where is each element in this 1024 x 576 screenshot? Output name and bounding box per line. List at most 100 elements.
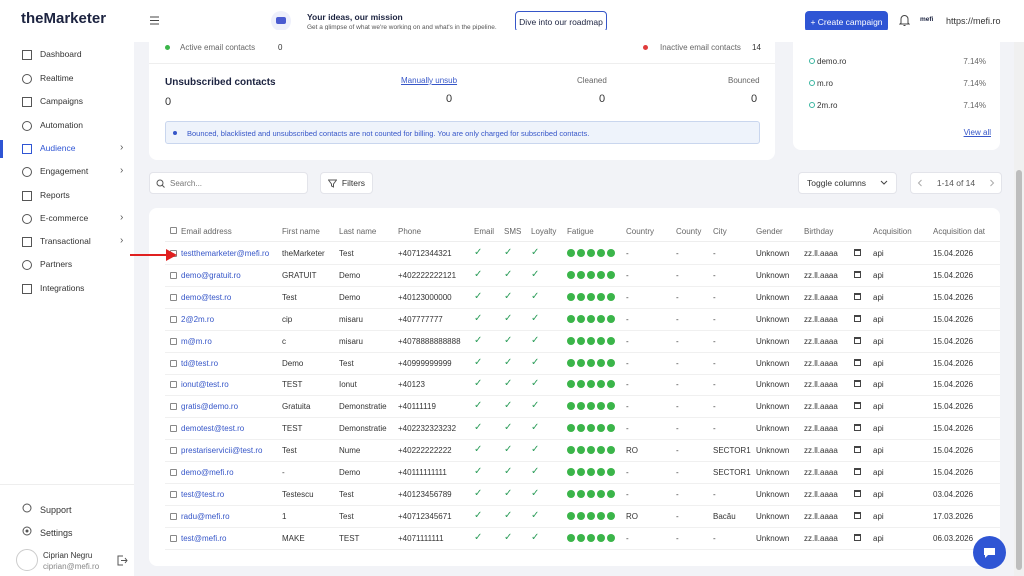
notifications[interactable]: [899, 14, 910, 27]
cell: -: [713, 402, 716, 412]
nav-item[interactable]: Integrations: [40, 283, 85, 293]
nav-item[interactable]: E-commerce: [40, 213, 89, 223]
calendar-icon[interactable]: [854, 336, 861, 344]
nav-item[interactable]: Automation: [40, 120, 83, 130]
nav-icon: [22, 121, 32, 131]
email-link[interactable]: test@mefi.ro: [181, 533, 227, 543]
email-link[interactable]: ionut@test.ro: [181, 380, 229, 390]
logout-icon[interactable]: [117, 555, 128, 566]
nav-item[interactable]: Campaigns: [40, 96, 83, 106]
cell: api: [873, 292, 884, 302]
calendar-icon[interactable]: [854, 358, 861, 366]
calendar-icon[interactable]: [854, 489, 861, 497]
row-checkbox[interactable]: [170, 315, 177, 323]
row-checkbox[interactable]: [170, 490, 177, 498]
email-link[interactable]: testthemarketer@mefi.ro: [181, 249, 270, 258]
fatigue-dot: [567, 336, 575, 345]
email-link[interactable]: demo@test.ro: [181, 292, 232, 302]
row-checkbox[interactable]: [170, 381, 177, 389]
toggle-columns[interactable]: Toggle columns: [798, 172, 897, 194]
cell: Test: [339, 249, 354, 258]
cell: Unknown: [756, 489, 790, 499]
calendar-icon[interactable]: [854, 314, 861, 322]
cleaned-label: Cleaned: [577, 76, 607, 85]
calendar-icon[interactable]: [854, 292, 861, 300]
cell: 15.04.2026: [933, 249, 974, 258]
create-campaign[interactable]: + Create campaign: [805, 11, 888, 32]
domain-name: m.ro: [817, 79, 833, 88]
email-link[interactable]: test@test.ro: [181, 489, 225, 499]
row-checkbox[interactable]: [170, 447, 177, 455]
cell: api: [873, 402, 884, 412]
info-box: Bounced, blacklisted and unsubscribed co…: [165, 121, 760, 144]
fatigue-dot: [607, 533, 615, 542]
nav-item[interactable]: Realtime: [40, 73, 74, 83]
nav-item[interactable]: Dashboard: [40, 49, 82, 59]
calendar-icon[interactable]: [854, 380, 861, 388]
cell: -: [626, 533, 629, 543]
calendar-icon[interactable]: [854, 468, 861, 475]
nav-chevron: ›: [120, 165, 124, 176]
nav-item[interactable]: Reports: [40, 190, 70, 200]
column-header: Loyalty: [531, 227, 557, 236]
calendar-icon[interactable]: [854, 511, 861, 519]
email-link[interactable]: demo@mefi.ro: [181, 468, 234, 477]
nav-item[interactable]: Transactional: [40, 236, 91, 246]
cell: Unknown: [756, 292, 790, 302]
row-checkbox[interactable]: [170, 534, 177, 542]
fatigue-dot: [597, 314, 605, 323]
column-header: Birthday: [804, 227, 834, 236]
email-link[interactable]: radu@mefi.ro: [181, 511, 230, 521]
nav-item[interactable]: Audience: [40, 143, 76, 153]
calendar-icon[interactable]: [854, 446, 861, 454]
check-icon: ✓: [531, 268, 540, 280]
fatigue-dot: [607, 446, 615, 455]
email-link[interactable]: td@test.ro: [181, 358, 219, 368]
chat-button[interactable]: [973, 536, 1006, 569]
nav-item[interactable]: Partners: [40, 259, 73, 269]
row-checkbox[interactable]: [170, 271, 177, 279]
manual-label[interactable]: Manually unsub: [401, 76, 458, 85]
support[interactable]: Support: [40, 505, 72, 515]
nav-icon: [22, 144, 32, 154]
row-checkbox[interactable]: [170, 425, 177, 433]
column-header: Country: [626, 227, 655, 236]
calendar-icon[interactable]: [854, 402, 861, 410]
view-all[interactable]: View all: [963, 128, 991, 137]
prev-page[interactable]: [917, 179, 923, 187]
calendar-icon[interactable]: [854, 270, 861, 278]
cell: Unknown: [756, 249, 790, 258]
row-checkbox[interactable]: [170, 337, 177, 345]
calendar-icon[interactable]: [854, 249, 861, 256]
email-link[interactable]: gratis@demo.ro: [181, 402, 239, 412]
row-checkbox[interactable]: [170, 512, 177, 520]
fatigue-dot: [587, 249, 595, 257]
next-page[interactable]: [989, 179, 995, 187]
roadmap-button[interactable]: Dive into our roadmap: [515, 11, 607, 32]
cell: Unknown: [756, 511, 790, 521]
filters-button[interactable]: Filters: [320, 172, 373, 194]
fatigue-dot: [567, 270, 575, 279]
cell: GRATUIT: [282, 270, 317, 280]
row-checkbox[interactable]: [170, 403, 177, 411]
email-link[interactable]: prestariservicii@test.ro: [181, 446, 263, 456]
email-link[interactable]: demo@gratuit.ro: [181, 270, 241, 280]
email-link[interactable]: demotest@test.ro: [181, 424, 245, 434]
calendar-icon[interactable]: [854, 533, 861, 541]
cell: api: [873, 533, 884, 543]
email-link[interactable]: m@m.ro: [181, 336, 212, 346]
select-all[interactable]: [170, 227, 177, 234]
scrollbar[interactable]: [1014, 42, 1024, 576]
email-link[interactable]: 2@2m.ro: [181, 314, 215, 324]
calendar-icon[interactable]: [854, 424, 861, 432]
row-checkbox[interactable]: [170, 469, 177, 476]
logo[interactable]: theMarketer: [21, 10, 107, 27]
search-box[interactable]: Search...: [149, 172, 308, 194]
nav-item[interactable]: Engagement: [40, 166, 89, 176]
menu-toggle[interactable]: [150, 16, 159, 25]
site-url[interactable]: https://mefi.ro: [946, 16, 1001, 26]
row-divider: [165, 548, 1000, 550]
row-checkbox[interactable]: [170, 359, 177, 367]
settings[interactable]: Settings: [40, 528, 73, 538]
row-checkbox[interactable]: [170, 293, 177, 301]
